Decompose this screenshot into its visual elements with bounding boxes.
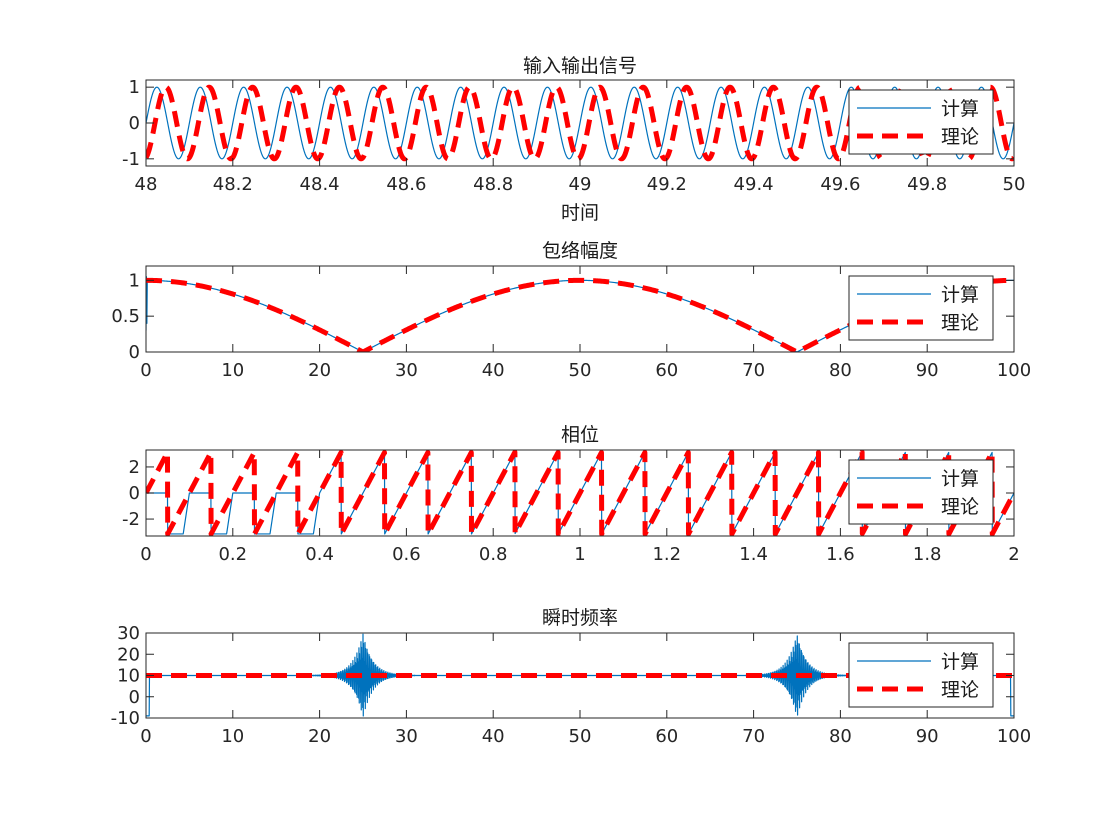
y-tick-label: 10: [117, 666, 140, 687]
y-tick-label: 0: [129, 113, 140, 134]
x-tick-label: 90: [916, 360, 939, 381]
x-tick-label: 0.4: [305, 544, 334, 565]
legend-label: 计算: [941, 468, 979, 490]
y-tick-label: -10: [111, 708, 140, 729]
x-tick-label: 60: [655, 726, 678, 747]
legend-label: 计算: [941, 651, 979, 673]
x-tick-label: 0.2: [218, 544, 247, 565]
subplot-frequency: 瞬时频率 0 10 20 30 40 50 60 70 80 90 100-100102030计算理…: [111, 607, 1032, 747]
x-tick-label: 10: [221, 726, 244, 747]
y-tick-label: 0: [129, 342, 140, 363]
x-tick-label: 49.6: [820, 174, 860, 195]
legend-label: 计算: [941, 284, 979, 306]
x-tick-label: 48.4: [300, 174, 340, 195]
x-tick-label: 48.2: [213, 174, 253, 195]
series-line-theory: [146, 84, 1014, 162]
subplot-envelope-title: 包络幅度: [542, 240, 618, 262]
y-tick-label: 0: [129, 687, 140, 708]
x-tick-label: 1.4: [739, 544, 768, 565]
x-tick-label: 0.8: [479, 544, 508, 565]
subplot-signal: 输入输出信号 时间 48 48.2 48.4 48.6 48.8 49 49.2 49.4 49…: [122, 55, 1025, 224]
x-tick-label: 50: [1003, 174, 1026, 195]
x-tick-label: 50: [569, 360, 592, 381]
x-tick-label: 0: [140, 360, 151, 381]
x-tick-label: 1: [574, 544, 585, 565]
subplot-signal-xlabel: 时间: [561, 202, 599, 224]
y-tick-label: -1: [122, 149, 140, 170]
legend-label: 理论: [941, 126, 979, 148]
legend-box: [848, 459, 994, 525]
y-tick-label: 20: [117, 644, 140, 665]
x-tick-label: 50: [569, 726, 592, 747]
x-tick-label: 80: [829, 726, 852, 747]
y-tick-label: 1: [129, 77, 140, 98]
x-tick-label: 90: [916, 726, 939, 747]
x-tick-label: 0: [140, 726, 151, 747]
x-tick-label: 48.8: [473, 174, 513, 195]
legend-label: 理论: [941, 312, 979, 334]
x-tick-label: 40: [482, 360, 505, 381]
legend-box: [848, 275, 994, 341]
x-tick-label: 48: [135, 174, 158, 195]
subplot-signal-title: 输入输出信号: [523, 55, 637, 77]
x-tick-label: 100: [997, 726, 1031, 747]
x-tick-label: 49.8: [907, 174, 947, 195]
x-tick-label: 2: [1008, 544, 1019, 565]
y-tick-label: 30: [117, 623, 140, 644]
x-tick-label: 60: [655, 360, 678, 381]
x-tick-label: 1.2: [652, 544, 681, 565]
y-tick-label: 0.5: [111, 306, 140, 327]
x-tick-label: 70: [742, 360, 765, 381]
legend-label: 计算: [941, 98, 979, 120]
x-tick-label: 1.8: [913, 544, 942, 565]
y-tick-label: 0: [129, 483, 140, 504]
x-tick-label: 40: [482, 726, 505, 747]
subplot-frequency-title: 瞬时频率: [542, 607, 618, 629]
legend-box: [848, 89, 994, 155]
x-tick-label: 20: [308, 360, 331, 381]
x-tick-label: 20: [308, 726, 331, 747]
y-tick-label: -2: [122, 509, 140, 530]
y-tick-label: 2: [129, 457, 140, 478]
x-tick-label: 80: [829, 360, 852, 381]
subplot-phase-title: 相位: [561, 424, 599, 446]
series-line-theory: [146, 450, 1014, 536]
legend-label: 理论: [941, 679, 979, 701]
x-tick-label: 70: [742, 726, 765, 747]
series-line-theory: [146, 277, 1014, 352]
x-tick-label: 49.4: [734, 174, 774, 195]
x-tick-label: 1.6: [826, 544, 855, 565]
x-tick-label: 0: [140, 544, 151, 565]
legend-box: [848, 642, 994, 708]
x-tick-label: 49: [569, 174, 592, 195]
legend-label: 理论: [941, 496, 979, 518]
x-tick-label: 49.2: [647, 174, 687, 195]
y-tick-label: 1: [129, 270, 140, 291]
x-tick-label: 30: [395, 726, 418, 747]
x-tick-label: 100: [997, 360, 1031, 381]
x-tick-label: 48.6: [386, 174, 426, 195]
x-tick-label: 30: [395, 360, 418, 381]
x-tick-label: 10: [221, 360, 244, 381]
x-tick-label: 0.6: [392, 544, 421, 565]
